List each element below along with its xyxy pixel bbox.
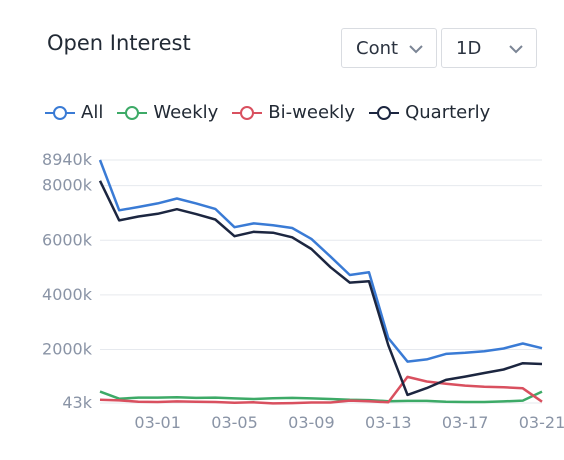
x-tick-label: 03-05 [211, 413, 258, 432]
y-tick-label: 8000k [42, 176, 93, 195]
legend-item-bi-weekly[interactable]: Bi-weekly [232, 102, 355, 123]
series-line-bi-weekly [99, 375, 543, 405]
legend-marker-icon [232, 105, 263, 120]
chart-legend: All Weekly Bi-weekly Quarterly [45, 102, 504, 123]
period-value: 1D [456, 37, 482, 59]
y-tick-label: 8940k [42, 150, 93, 169]
legend-marker-icon [45, 105, 75, 120]
x-tick-label: 03-01 [134, 413, 181, 432]
x-tick-label: 03-09 [288, 413, 335, 432]
series-line-weekly [99, 390, 543, 404]
legend-item-all[interactable]: All [45, 102, 103, 123]
legend-label: All [81, 102, 104, 123]
period-select[interactable]: 1D [441, 28, 537, 68]
y-tick-label: 4000k [42, 285, 93, 304]
legend-label: Quarterly [405, 102, 491, 123]
x-tick-label: 03-17 [442, 413, 489, 432]
chevron-down-icon [409, 45, 423, 54]
contract-mode-value: Cont [356, 37, 399, 59]
y-tick-label: 2000k [42, 340, 93, 359]
contract-mode-select[interactable]: Cont [341, 28, 437, 68]
page-title: Open Interest [47, 31, 191, 55]
chevron-down-icon [509, 45, 523, 54]
x-tick-label: 03-13 [365, 413, 412, 432]
series-line-quarterly [98, 180, 543, 397]
x-tick-label: 03-21 [519, 413, 564, 432]
legend-label: Bi-weekly [268, 102, 356, 123]
y-tick-label: 6000k [42, 230, 93, 249]
legend-label: Weekly [153, 102, 219, 123]
legend-item-quarterly[interactable]: Quarterly [369, 102, 490, 123]
y-tick-label: 43k [62, 393, 92, 412]
legend-marker-icon [369, 105, 400, 120]
legend-marker-icon [117, 105, 148, 120]
series-line-all [98, 159, 543, 363]
legend-item-weekly[interactable]: Weekly [117, 102, 218, 123]
